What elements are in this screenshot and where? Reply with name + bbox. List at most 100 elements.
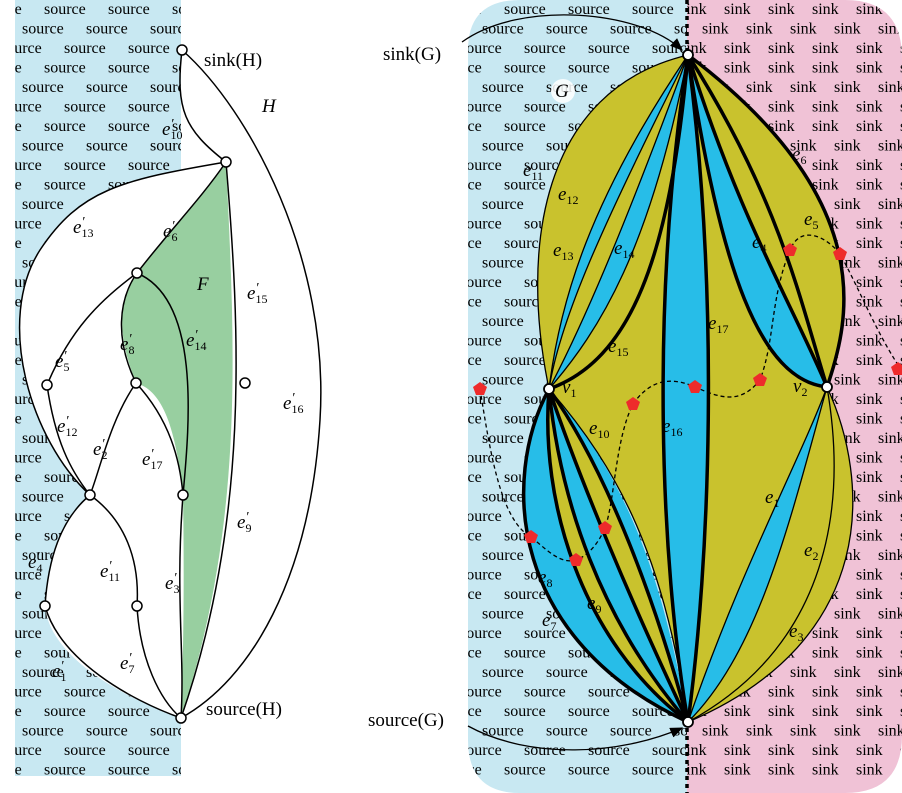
background-word: source <box>482 196 524 213</box>
background-word: source <box>460 567 502 584</box>
vertex-sink-h <box>176 44 188 56</box>
background-word: source <box>418 313 460 330</box>
background-word: source <box>504 118 546 135</box>
background-word: sink <box>856 742 883 759</box>
background-word: sink <box>790 664 817 681</box>
background-word: source <box>22 723 64 740</box>
background-word: sink <box>724 60 751 77</box>
background-word: sink <box>856 645 883 662</box>
background-word: source <box>460 391 502 408</box>
edge-label-h: e′ 3 <box>165 571 180 596</box>
vertex <box>177 489 189 501</box>
face <box>549 55 688 722</box>
background-word: source <box>44 60 86 77</box>
background-word: sink <box>812 40 839 57</box>
background-word: sink <box>724 40 751 57</box>
background-word: sink <box>900 450 902 467</box>
background-word: sink <box>702 723 729 740</box>
background-word: source <box>0 157 42 174</box>
background-word: source <box>482 489 524 506</box>
background-word: sink <box>878 79 902 96</box>
background-word: source <box>150 138 192 155</box>
background-word: source <box>460 450 502 467</box>
dual-vertex <box>524 530 538 543</box>
background-word: source <box>482 547 524 564</box>
background-word: source <box>0 60 22 77</box>
background-word: source <box>504 645 546 662</box>
background-word: sink <box>878 723 902 740</box>
background-word: sink <box>856 40 883 57</box>
background-word: source <box>0 625 42 642</box>
background-word: sink <box>878 196 902 213</box>
background-word: sink <box>856 333 883 350</box>
face <box>549 55 688 389</box>
background-word: source <box>482 606 524 623</box>
background-word: sink <box>900 703 902 720</box>
background-word: sink <box>900 40 902 57</box>
background-word: sink <box>834 664 861 681</box>
background-word: sink <box>724 703 751 720</box>
background-word: source <box>440 294 482 311</box>
background-word: source <box>482 313 524 330</box>
sink-g-arrow <box>461 14 683 51</box>
background-word: source <box>440 411 482 428</box>
background-word: sink <box>856 235 883 252</box>
background-word: source <box>44 118 86 135</box>
background-word: sink <box>878 606 902 623</box>
background-word: sink <box>900 586 902 603</box>
background-word: source <box>460 274 502 291</box>
background-word: source <box>440 60 482 77</box>
background-word: sink <box>856 684 883 701</box>
background-word: source <box>460 157 502 174</box>
background-word: source <box>396 567 438 584</box>
background-word: sink <box>856 294 883 311</box>
background-word: sink <box>768 99 795 116</box>
dual-vertex <box>688 380 702 393</box>
background-word: sink <box>878 255 902 272</box>
background-word: source <box>0 177 22 194</box>
background-word: sink <box>768 703 795 720</box>
background-word: source <box>524 742 566 759</box>
background-word: source <box>524 157 566 174</box>
background-word: source <box>418 547 460 564</box>
background-word: source <box>418 489 460 506</box>
face <box>523 389 688 722</box>
background-word: sink <box>856 216 883 233</box>
background-word: sink <box>812 625 839 642</box>
background-word: source <box>504 586 546 603</box>
vertex-v2 <box>821 381 833 393</box>
background-word: sink <box>900 157 902 174</box>
background-word: source <box>460 625 502 642</box>
background-word: source <box>418 21 460 38</box>
vertex-source-h <box>175 712 187 724</box>
vertex <box>220 156 232 168</box>
dual-vertex <box>569 553 583 566</box>
background-word: source <box>440 118 482 135</box>
background-word: source <box>64 157 106 174</box>
background-word: source <box>0 1 22 18</box>
background-word: source <box>440 703 482 720</box>
background-word: source <box>524 99 566 116</box>
background-word: source <box>482 664 524 681</box>
background-word: source <box>460 742 502 759</box>
background-word: source <box>44 177 86 194</box>
background-word: source <box>0 40 42 57</box>
background-word: source <box>0 450 42 467</box>
background-word: source <box>504 60 546 77</box>
background-word: source <box>22 138 64 155</box>
background-word: source <box>396 625 438 642</box>
background-word: source <box>588 40 630 57</box>
background-word: source <box>0 216 42 233</box>
background-word: source <box>482 723 524 740</box>
edge-label-h: e′ 9 <box>237 510 252 535</box>
background-word: source <box>482 138 524 155</box>
background-word: source <box>524 625 566 642</box>
background-word: source <box>674 21 716 38</box>
background-word: sink <box>900 528 902 545</box>
background-word: sink <box>878 21 902 38</box>
background-word: source <box>150 723 192 740</box>
background-word: source <box>396 391 438 408</box>
face <box>688 55 827 722</box>
background-word: sink <box>900 508 902 525</box>
